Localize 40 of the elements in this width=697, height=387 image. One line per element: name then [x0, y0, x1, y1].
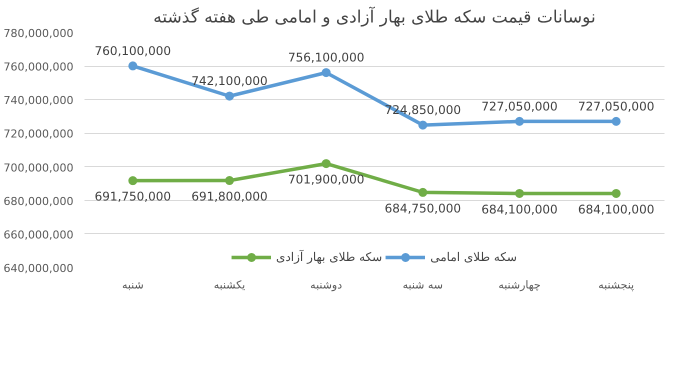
x-tick-label: پنجشنبه	[598, 278, 634, 292]
y-tick-label: 700,000,000	[4, 161, 74, 174]
point	[128, 176, 138, 186]
legend-label: سکه طلای امامی	[430, 250, 517, 264]
y-tick-label: 720,000,000	[4, 128, 74, 141]
data-label: 684,100,000	[481, 202, 558, 216]
point	[322, 159, 331, 168]
data-label: 691,750,000	[94, 190, 172, 204]
x-tick-label: چهارشنبه	[498, 278, 541, 292]
point	[418, 188, 428, 197]
data-label: 756,100,000	[288, 50, 364, 65]
point	[515, 116, 524, 126]
data-label: 684,750,000	[384, 201, 462, 216]
point	[515, 188, 524, 198]
data-label: 727,050,000	[578, 99, 654, 114]
point	[225, 176, 234, 186]
x-tick-label: شنبه	[122, 278, 144, 292]
chart-title: نوسانات قیمت سکه طلای بهار آزادی و امامی طی هفته گذشته	[153, 6, 596, 28]
x-tick-label: دوشنبه	[310, 278, 342, 292]
point	[225, 92, 234, 101]
data-label: 701,900,000	[288, 172, 364, 187]
point	[418, 120, 428, 130]
point	[612, 188, 621, 198]
point	[128, 61, 138, 70]
y-tick-label: 760,000,000	[4, 60, 74, 74]
x-tick-label: سه شنبه	[402, 278, 444, 292]
data-label: 684,100,000	[578, 202, 654, 216]
data-label: 691,800,000	[191, 190, 268, 204]
point	[612, 116, 621, 126]
y-tick-label: 640,000,000	[4, 262, 74, 275]
legend-label: سکه طلای بهار آزادی	[276, 250, 382, 264]
y-tick-label: 780,000,000	[4, 27, 74, 40]
x-tick-label: یکشنبه	[214, 278, 246, 292]
y-tick-label: 740,000,000	[4, 94, 74, 108]
data-label: 742,100,000	[191, 74, 268, 88]
data-label: 760,100,000	[94, 44, 172, 58]
point	[322, 68, 331, 78]
y-tick-label: 660,000,000	[4, 228, 74, 242]
data-label: 727,050,000	[481, 99, 558, 114]
y-tick-label: 680,000,000	[4, 194, 74, 208]
